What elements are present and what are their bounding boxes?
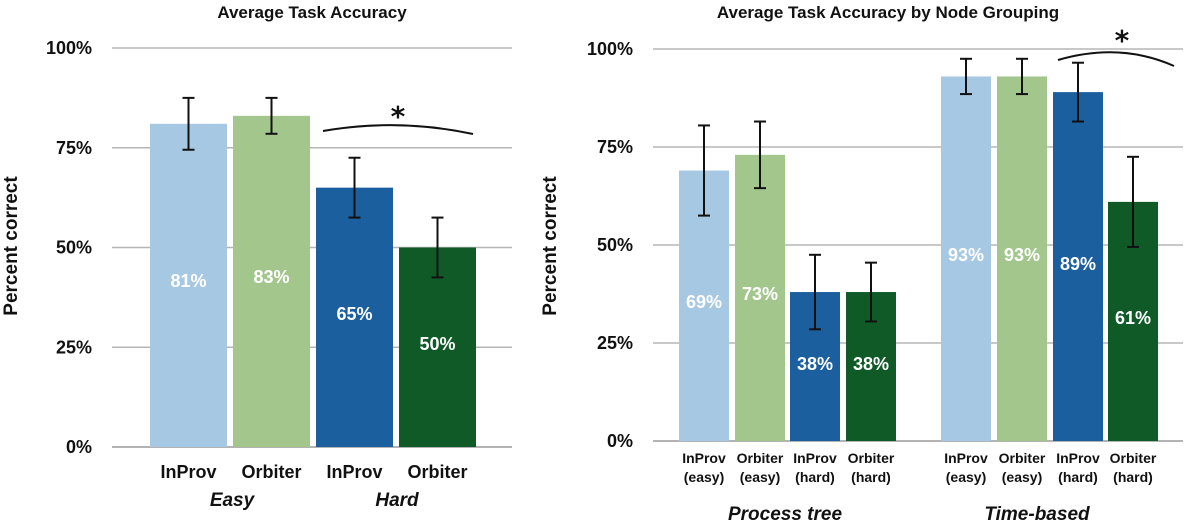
- x-tick-label: Orbiter: [848, 450, 895, 466]
- y-tick-label: 75%: [56, 138, 92, 158]
- significance-marker: *: [391, 100, 406, 133]
- x-tick-label: (easy): [946, 469, 986, 485]
- data-label: 38%: [853, 354, 889, 374]
- y-tick-label: 50%: [56, 238, 92, 258]
- error-bar: [1127, 155, 1139, 248]
- x-tick-label: (easy): [740, 469, 780, 485]
- x-tick-label: Orbiter: [1110, 450, 1157, 466]
- group-label: Process tree: [728, 504, 843, 525]
- bar: [1053, 92, 1103, 442]
- error-bar: [348, 156, 361, 219]
- x-tick-label: (easy): [684, 469, 724, 485]
- y-tick-label: 50%: [597, 235, 633, 255]
- bar: [399, 247, 476, 447]
- group-label: Hard: [375, 490, 419, 511]
- y-tick-label: 0%: [607, 431, 633, 451]
- data-label: 65%: [336, 304, 372, 324]
- x-tick-label: Orbiter: [999, 450, 1046, 466]
- group-label: Time-based: [984, 504, 1090, 525]
- x-tick-label: (hard): [851, 469, 891, 485]
- data-label: 73%: [742, 284, 778, 304]
- data-label: 93%: [948, 245, 984, 265]
- data-label: 89%: [1060, 254, 1096, 274]
- x-tick-label: InProv: [944, 450, 988, 466]
- y-tick-label: 25%: [56, 337, 92, 357]
- error-bar: [431, 216, 444, 279]
- y-tick-label: 100%: [587, 39, 633, 59]
- y-axis-label: Percent correct: [1, 176, 22, 316]
- data-label: 61%: [1115, 308, 1151, 328]
- bar: [150, 123, 227, 447]
- data-label: 83%: [253, 267, 289, 287]
- x-tick-label: (hard): [795, 469, 835, 485]
- data-label: 93%: [1004, 245, 1040, 265]
- error-bar: [754, 120, 766, 190]
- chart-average-task-accuracy: Average Task Accuracy Percent correct 0%…: [1, 3, 512, 511]
- error-bar: [809, 253, 821, 331]
- group-label: Easy: [210, 490, 256, 511]
- error-bar: [960, 57, 972, 96]
- x-tick-label: InProv: [682, 450, 726, 466]
- bar: [941, 76, 991, 441]
- bar: [735, 154, 785, 441]
- x-tick-label: (easy): [1002, 469, 1042, 485]
- significance-bracket: [322, 124, 474, 135]
- bar: [997, 76, 1047, 441]
- x-tick-label: InProv: [326, 462, 382, 482]
- error-bar: [265, 96, 278, 135]
- chart-title: Average Task Accuracy by Node Grouping: [717, 3, 1059, 22]
- chart-accuracy-by-node-grouping: Average Task Accuracy by Node Grouping P…: [540, 3, 1183, 525]
- significance-bracket: [1057, 51, 1175, 67]
- chart-title: Average Task Accuracy: [217, 3, 407, 22]
- y-tick-label: 25%: [597, 333, 633, 353]
- data-label: 38%: [797, 354, 833, 374]
- error-bar: [182, 96, 195, 151]
- data-label: 50%: [419, 334, 455, 354]
- data-label: 81%: [170, 271, 206, 291]
- significance-marker: *: [1115, 24, 1130, 57]
- x-tick-label: Orbiter: [407, 462, 467, 482]
- x-tick-label: Orbiter: [737, 450, 784, 466]
- y-tick-label: 75%: [597, 137, 633, 157]
- x-tick-label: (hard): [1113, 469, 1153, 485]
- x-tick-label: (hard): [1058, 469, 1098, 485]
- error-bar: [865, 261, 877, 323]
- x-tick-label: Orbiter: [241, 462, 301, 482]
- y-tick-label: 100%: [46, 38, 92, 58]
- y-tick-label: 0%: [66, 437, 92, 457]
- x-tick-label: InProv: [793, 450, 837, 466]
- data-label: 69%: [686, 292, 722, 312]
- x-tick-label: InProv: [1056, 450, 1100, 466]
- error-bar: [698, 124, 710, 217]
- bar: [233, 115, 310, 447]
- bar: [316, 187, 393, 447]
- error-bar: [1072, 61, 1084, 123]
- x-tick-label: InProv: [160, 462, 216, 482]
- y-axis-label: Percent correct: [540, 176, 561, 316]
- error-bar: [1016, 57, 1028, 96]
